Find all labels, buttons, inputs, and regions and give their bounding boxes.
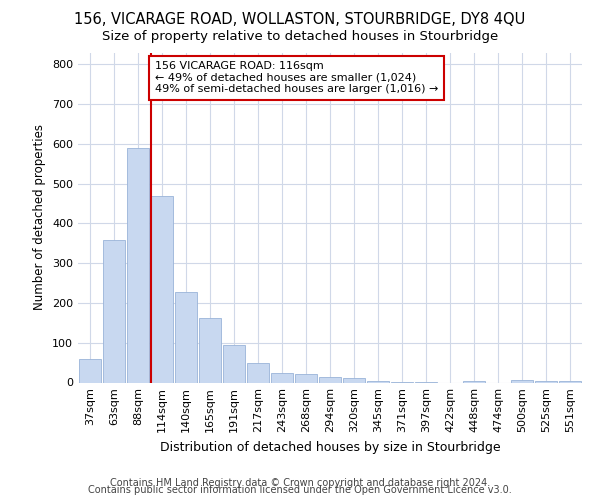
Bar — [319, 376, 341, 382]
Bar — [127, 148, 149, 382]
Bar — [271, 372, 293, 382]
Bar — [463, 381, 485, 382]
Bar — [367, 380, 389, 382]
Text: Contains HM Land Registry data © Crown copyright and database right 2024.: Contains HM Land Registry data © Crown c… — [110, 478, 490, 488]
Text: Contains public sector information licensed under the Open Government Licence v3: Contains public sector information licen… — [88, 485, 512, 495]
Y-axis label: Number of detached properties: Number of detached properties — [34, 124, 46, 310]
Bar — [103, 240, 125, 382]
Text: 156, VICARAGE ROAD, WOLLASTON, STOURBRIDGE, DY8 4QU: 156, VICARAGE ROAD, WOLLASTON, STOURBRID… — [74, 12, 526, 28]
Text: Size of property relative to detached houses in Stourbridge: Size of property relative to detached ho… — [102, 30, 498, 43]
Bar — [223, 344, 245, 383]
Bar — [175, 292, 197, 382]
Bar — [343, 378, 365, 382]
Bar — [511, 380, 533, 382]
Bar — [151, 196, 173, 382]
Bar — [295, 374, 317, 382]
X-axis label: Distribution of detached houses by size in Stourbridge: Distribution of detached houses by size … — [160, 441, 500, 454]
Text: 156 VICARAGE ROAD: 116sqm
← 49% of detached houses are smaller (1,024)
49% of se: 156 VICARAGE ROAD: 116sqm ← 49% of detac… — [155, 61, 438, 94]
Bar — [79, 358, 101, 382]
Bar — [247, 364, 269, 382]
Bar — [199, 318, 221, 382]
